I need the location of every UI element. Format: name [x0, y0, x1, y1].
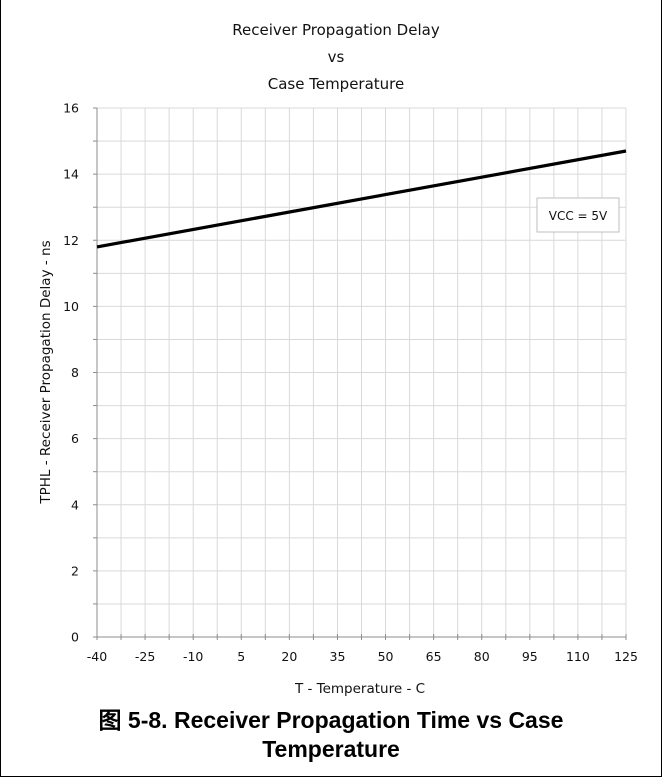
x-tick-label: -40	[87, 649, 107, 664]
x-tick-label: 20	[281, 649, 297, 664]
chart-title-line-3: Case Temperature	[268, 75, 405, 93]
chart: Receiver Propagation Delay vs Case Tempe…	[38, 21, 638, 697]
axes	[93, 107, 627, 640]
figure-caption: 图 5-8. Receiver Propagation Time vs Case…	[0, 706, 662, 764]
y-tick-label: 12	[63, 233, 79, 248]
y-tick-label: 16	[63, 101, 79, 116]
caption-line-2: Temperature	[262, 736, 400, 762]
x-tick-label: -25	[135, 649, 155, 664]
x-tick-label: 125	[614, 649, 638, 664]
x-tick-label: 95	[522, 649, 538, 664]
y-tick-label: 2	[71, 563, 79, 578]
chart-title-line-2: vs	[328, 48, 345, 66]
x-tick-label: 80	[474, 649, 490, 664]
annotation-text: VCC = 5V	[549, 209, 608, 223]
grid	[97, 107, 627, 637]
x-tick-label: 35	[330, 649, 346, 664]
x-tick-label: -10	[183, 649, 203, 664]
series-line	[96, 149, 627, 249]
y-tick-labels: 0 2 4 6 8 10 12 14 16	[63, 101, 79, 645]
x-tick-label: 50	[378, 649, 394, 664]
caption-line-1: 图 5-8. Receiver Propagation Time vs Case	[98, 707, 564, 733]
x-tick-label: 65	[426, 649, 442, 664]
x-axis-label: T - Temperature - C	[294, 681, 425, 697]
y-tick-label: 4	[71, 497, 79, 512]
vcc-annotation: VCC = 5V	[536, 197, 620, 233]
annotation-box	[536, 197, 620, 233]
series	[96, 149, 627, 249]
x-tick-label: 5	[237, 649, 245, 664]
x-tick-labels: -40 -25 -10 5 20 35 50 65 80 95 110 125	[87, 649, 638, 664]
y-tick-label: 10	[63, 299, 79, 314]
x-tick-label: 110	[566, 649, 590, 664]
y-tick-label: 8	[71, 365, 79, 380]
y-axis-label: TPHL - Receiver Propagation Delay - ns	[38, 240, 54, 504]
y-tick-label: 6	[71, 431, 79, 446]
y-tick-label: 14	[63, 167, 79, 182]
chart-title-line-1: Receiver Propagation Delay	[232, 21, 440, 39]
y-tick-label: 0	[71, 630, 79, 645]
